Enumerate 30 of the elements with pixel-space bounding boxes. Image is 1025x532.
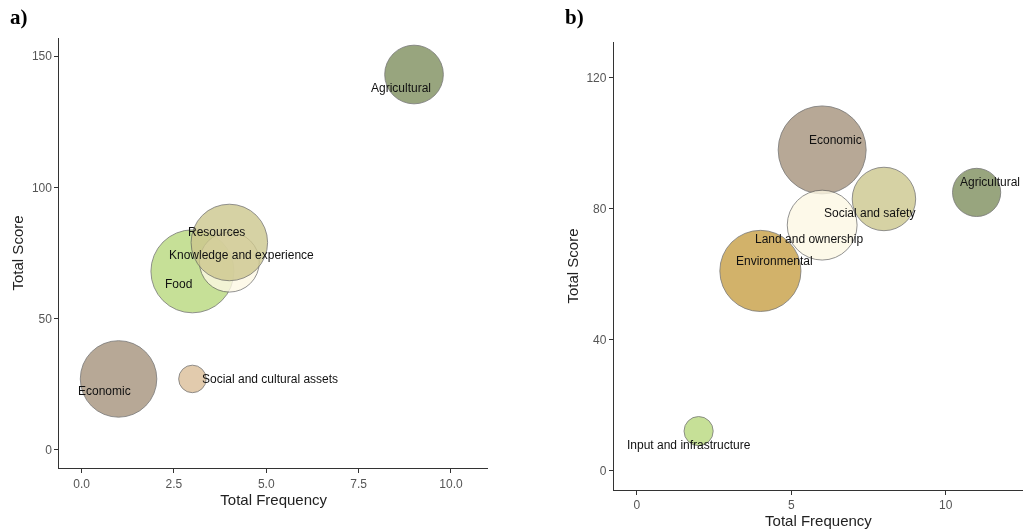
x-tick-label: 0: [633, 498, 641, 513]
series-label: Social and safety: [824, 206, 916, 220]
y-axis-title: Total Score: [563, 228, 581, 304]
series-label: Economic: [809, 133, 862, 147]
x-tick-label: 10: [939, 498, 953, 513]
y-tick-label: 40: [593, 332, 607, 347]
x-axis-title: Total Frequency: [220, 490, 328, 508]
x-tick-label: 2.5: [165, 476, 183, 491]
x-tick-label: 5.0: [257, 476, 275, 491]
y-tick-label: 0: [599, 463, 607, 478]
chart-title: a): [10, 5, 28, 29]
x-tick-label: 5: [787, 498, 795, 513]
x-axis-title: Total Frequency: [765, 512, 873, 530]
x-tick-label: 7.5: [350, 476, 368, 491]
x-tick-label: 10.0: [439, 476, 463, 491]
y-tick-label: 80: [593, 201, 607, 216]
series-label: Input and infrastructure: [627, 438, 751, 452]
series-label: Social and cultural assets: [202, 372, 339, 386]
y-tick-label: 0: [45, 442, 53, 457]
series-label: Food: [165, 277, 193, 291]
chart-title: b): [565, 5, 584, 29]
y-tick-label: 150: [31, 49, 53, 64]
y-tick-label: 100: [31, 180, 53, 195]
series-label: Resources: [188, 225, 246, 239]
x-tick-label: 0.0: [73, 476, 91, 491]
y-tick-label: 120: [586, 71, 607, 86]
y-axis-title: Total Score: [9, 215, 27, 291]
series-label: Knowledge and experience: [169, 248, 315, 262]
series-label: Land and ownership: [755, 232, 864, 246]
y-tick-label: 50: [38, 311, 53, 326]
